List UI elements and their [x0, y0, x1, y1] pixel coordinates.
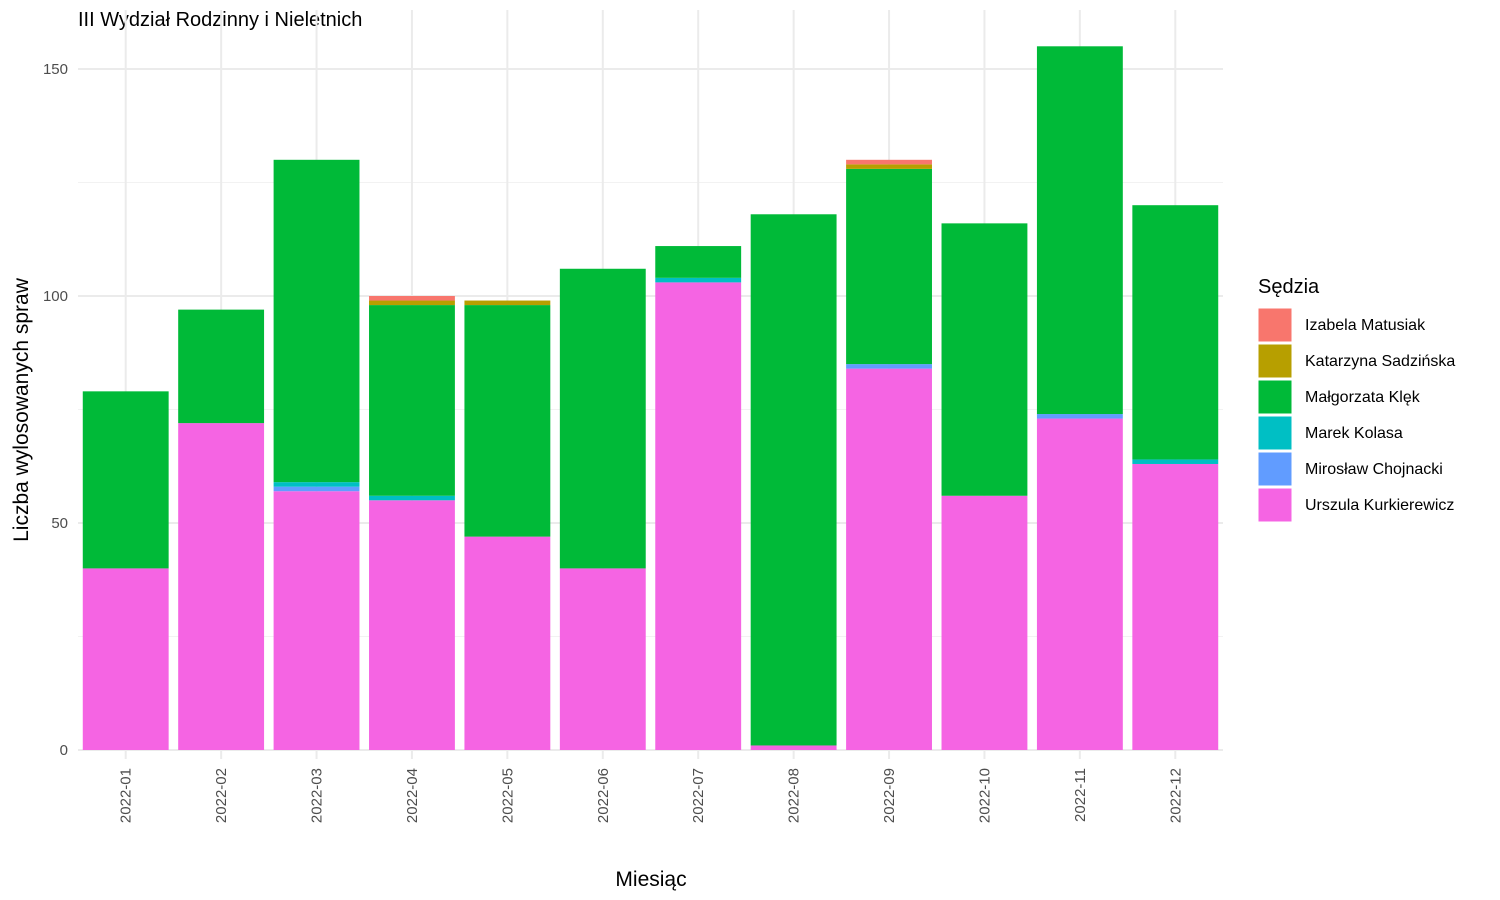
legend-label: Małgorzata Klęk [1305, 389, 1421, 406]
bar-segment [178, 423, 265, 750]
legend-key [1257, 343, 1293, 379]
x-tick-label: 2022-06 [595, 768, 612, 823]
bar-segment [941, 223, 1028, 496]
legend-key [1257, 487, 1293, 523]
legend-label: Katarzyna Sadzińska [1305, 353, 1455, 370]
bar-segment [464, 300, 551, 306]
legend-key [1257, 451, 1293, 487]
legend-label: Marek Kolasa [1305, 425, 1403, 442]
y-tick-label: 50 [51, 515, 68, 532]
bar-segment [273, 159, 360, 483]
bar-segment [1132, 459, 1219, 464]
bar-segment [178, 309, 265, 424]
x-axis-title: Miesiąc [615, 868, 686, 891]
bar-segment [655, 246, 742, 278]
x-axis-ticks: 2022-01 2022-02 2022-03 2022-04 2022-05 2022-… [118, 768, 1185, 823]
legend-title: Sędzia [1258, 276, 1320, 298]
bar-segment [82, 568, 169, 750]
legend: Sędzia Izabela Matusiak Katarzyna Sadzińs… [1257, 276, 1455, 523]
bar-segment [1036, 46, 1123, 415]
x-tick-label: 2022-12 [1167, 768, 1184, 823]
y-axis-title: Liczba wylosowanych spraw [10, 277, 33, 542]
bar-segment [846, 168, 932, 365]
legend-key [1257, 415, 1293, 451]
y-tick-label: 100 [43, 288, 68, 305]
x-tick-label: 2022-02 [213, 768, 230, 823]
bar-segment [369, 296, 455, 301]
bar-segment [1132, 205, 1219, 460]
bar-segment [464, 305, 551, 537]
x-tick-label: 2022-08 [786, 768, 803, 823]
bar-segment [464, 536, 551, 750]
bar-segment [655, 277, 742, 283]
x-tick-label: 2022-07 [690, 768, 707, 823]
y-tick-label: 0 [60, 742, 68, 759]
x-tick-label: 2022-05 [499, 768, 516, 823]
x-tick-label: 2022-01 [118, 768, 135, 823]
bar-segment [750, 745, 837, 750]
bar-segment [655, 282, 742, 750]
bar-segment [1036, 418, 1123, 750]
x-tick-label: 2022-03 [309, 768, 326, 823]
x-tick-label: 2022-09 [881, 768, 898, 823]
bar-segment [559, 268, 646, 569]
bar-segment [559, 568, 646, 750]
bar-segment [846, 159, 932, 165]
bar-segment [82, 391, 169, 569]
bar-segment [273, 482, 360, 487]
legend-key [1257, 379, 1293, 415]
bar-segment [846, 368, 932, 750]
bar-segment [941, 495, 1028, 750]
x-tick-label: 2022-10 [976, 768, 993, 823]
bar-segment [369, 500, 455, 750]
bar-segment [1132, 463, 1219, 750]
bars-group [82, 46, 1219, 750]
bar-segment [846, 364, 932, 369]
bar-segment [1036, 414, 1123, 419]
bar-segment [369, 305, 455, 496]
x-tick-label: 2022-04 [404, 768, 421, 823]
bar-segment [369, 300, 455, 306]
x-tick-label: 2022-11 [1072, 768, 1089, 822]
y-tick-label: 150 [43, 61, 68, 78]
bar-segment [750, 214, 837, 746]
legend-key [1257, 307, 1293, 343]
legend-label: Urszula Kurkierewicz [1305, 497, 1454, 514]
bar-segment [273, 491, 360, 750]
y-axis-ticks: 0 50 100 150 [43, 61, 68, 759]
legend-label: Izabela Matusiak [1305, 317, 1426, 334]
bar-segment [369, 495, 455, 501]
bar-segment [273, 486, 360, 492]
bar-segment [846, 164, 932, 169]
legend-label: Mirosław Chojnacki [1305, 461, 1443, 478]
